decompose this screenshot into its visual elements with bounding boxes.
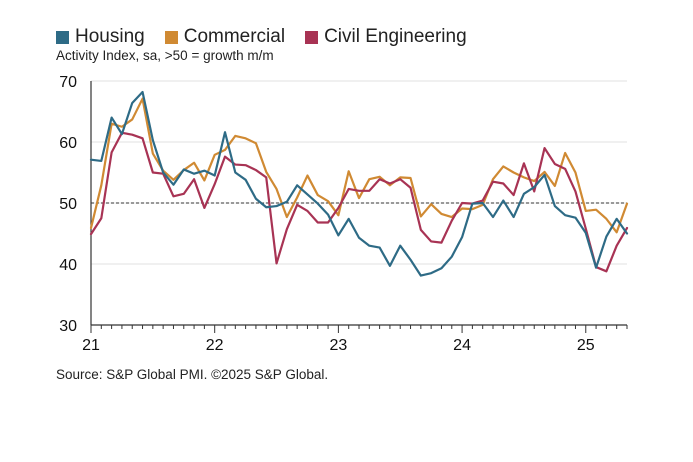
- series-line-commercial: [89, 97, 629, 234]
- legend-label-commercial: Commercial: [183, 26, 286, 47]
- legend-label-civil-engineering: Civil Engineering: [324, 26, 467, 47]
- source-note: Source: S&P Global PMI. ©2025 S&P Global…: [56, 367, 329, 382]
- legend-item-commercial: Commercial: [164, 26, 286, 48]
- y-tick-label-60: 60: [59, 135, 77, 152]
- y-tick-label-70: 70: [59, 74, 77, 91]
- y-tick-label-40: 40: [59, 257, 77, 274]
- series-line-civil-engineering: [89, 131, 629, 273]
- x-tick-label-25: 25: [577, 337, 595, 354]
- legend-swatch-civil-engineering: [305, 30, 319, 44]
- y-tick-label-50: 50: [59, 196, 77, 213]
- x-tick-label-23: 23: [329, 337, 347, 354]
- x-tick-label-24: 24: [453, 337, 471, 354]
- legend-swatch-housing: [56, 30, 69, 44]
- chart-subtitle: Activity Index, sa, >50 = growth m/m: [56, 48, 274, 63]
- chart-legend: Housing Commercial Civil Engineering: [56, 26, 487, 48]
- y-tick-label-30: 30: [59, 318, 77, 335]
- legend-label-housing: Housing: [75, 26, 145, 47]
- x-tick-label-21: 21: [82, 337, 100, 354]
- legend-swatch-commercial: [164, 30, 178, 44]
- legend-item-housing: Housing: [56, 26, 145, 48]
- legend-item-civil-engineering: Civil Engineering: [305, 26, 467, 48]
- series-line-housing: [89, 90, 629, 277]
- x-tick-label-22: 22: [206, 337, 224, 354]
